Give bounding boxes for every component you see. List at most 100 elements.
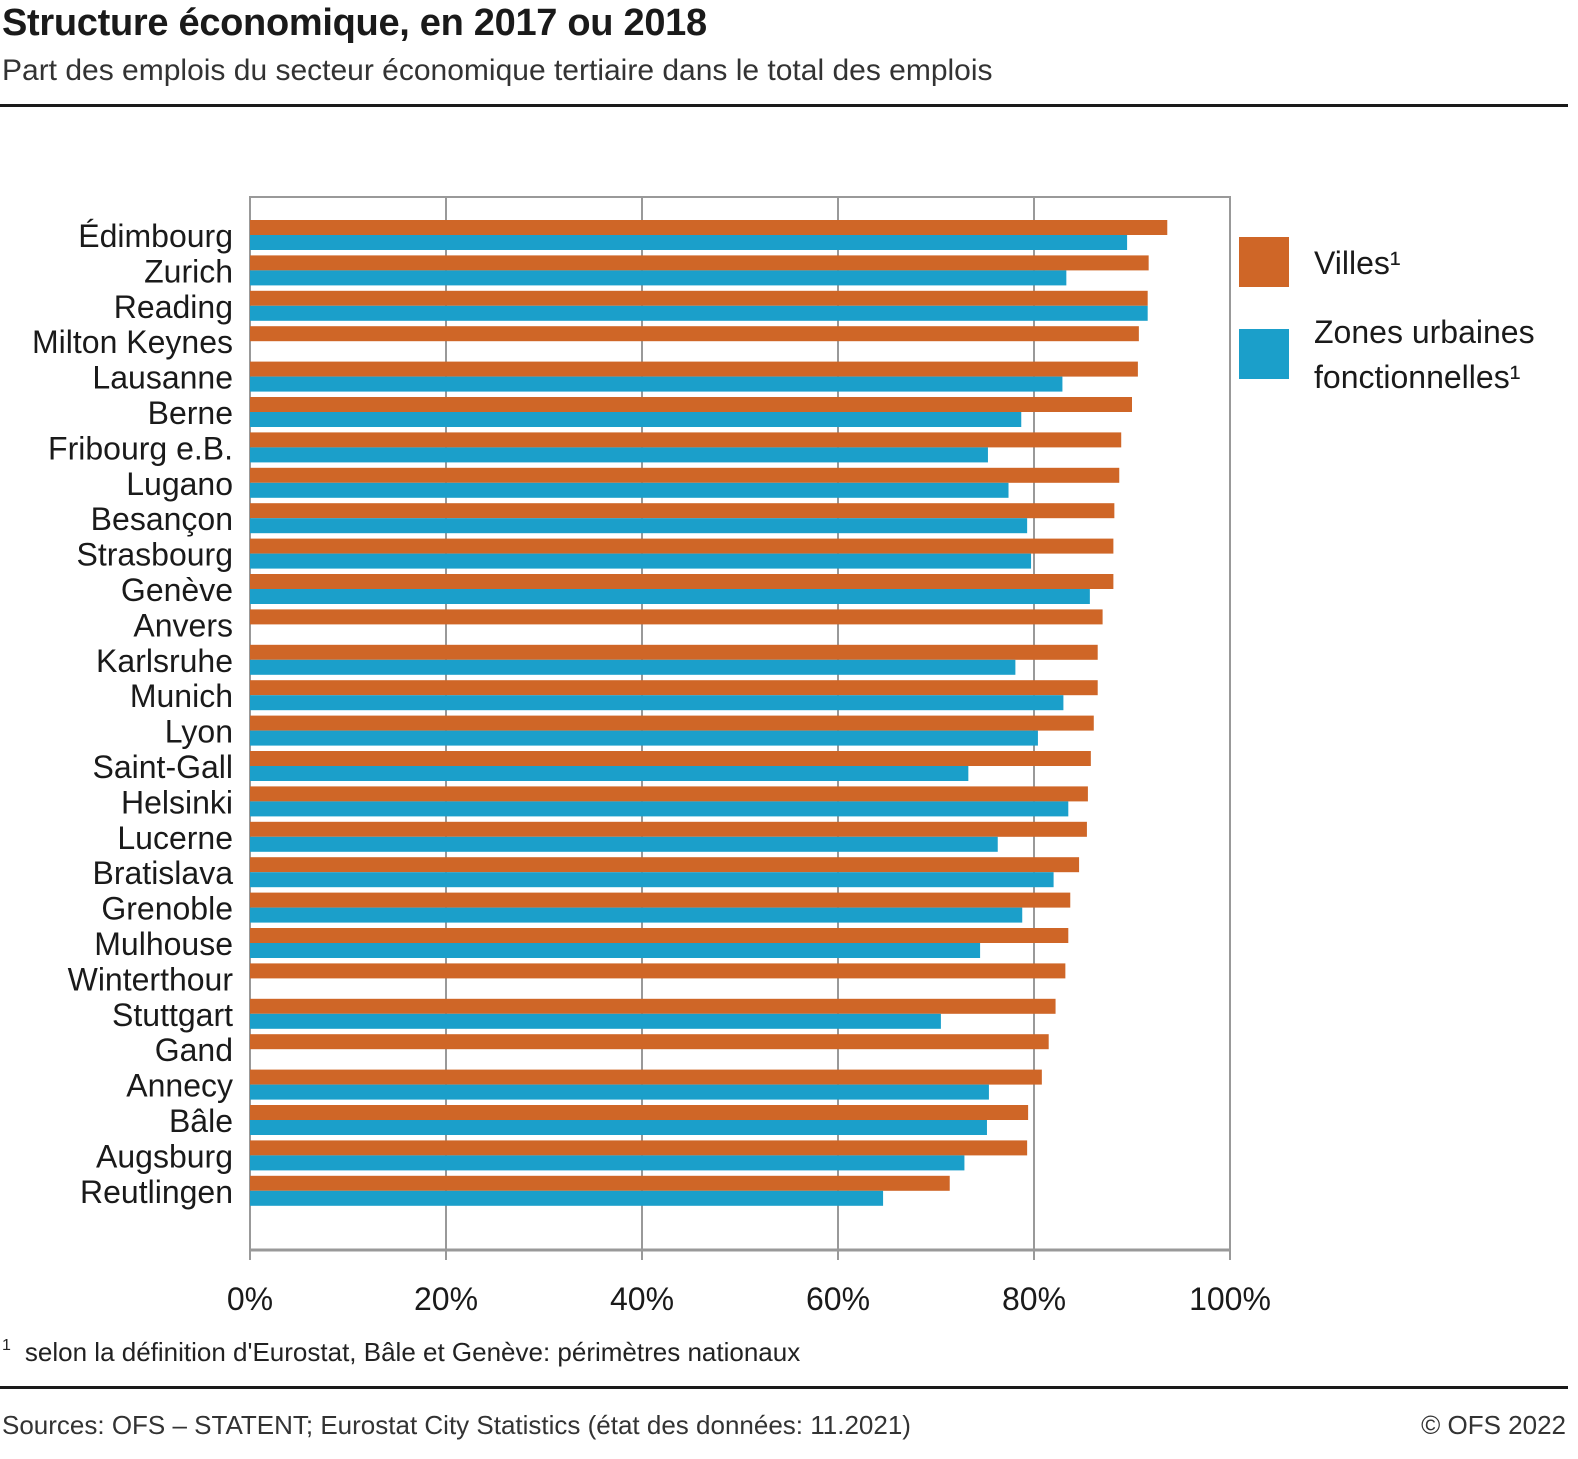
bar-zones — [250, 553, 1032, 569]
category-label: Grenoble — [101, 891, 233, 927]
bar-zones — [250, 1155, 965, 1171]
bar-villes — [250, 998, 1056, 1014]
category-label: Stuttgart — [112, 997, 233, 1033]
bottom-divider — [0, 1386, 1568, 1389]
category-label: Mulhouse — [94, 926, 233, 962]
bar-zones — [250, 447, 988, 463]
bar-zones — [250, 305, 1148, 321]
bar-villes — [250, 609, 1103, 625]
bar-villes — [250, 644, 1098, 660]
bar-villes — [250, 326, 1139, 342]
chart-title: Structure économique, en 2017 ou 2018 — [2, 2, 707, 44]
bar-villes — [250, 1105, 1029, 1120]
chart-subtitle: Part des emplois du secteur économique t… — [2, 54, 993, 87]
copyright: © OFS 2022 — [1421, 1410, 1566, 1440]
bar-zones — [250, 376, 1063, 392]
bar-villes — [250, 821, 1087, 837]
category-label: Besançon — [91, 501, 233, 537]
legend-swatch-zones — [1239, 329, 1289, 379]
bar-villes — [250, 290, 1148, 306]
category-label: Édimbourg — [78, 218, 233, 254]
bar-villes — [250, 751, 1091, 766]
x-tick-label: 80% — [1002, 1281, 1066, 1317]
legend-label-villes: Villes¹ — [1314, 245, 1401, 281]
bar-villes — [250, 786, 1088, 802]
x-tick-label: 20% — [414, 1281, 478, 1317]
category-label: Fribourg e.B. — [48, 430, 233, 466]
bar-villes — [250, 361, 1138, 377]
category-label: Strasbourg — [76, 537, 233, 573]
bar-zones — [250, 836, 998, 852]
category-label: Lyon — [165, 714, 233, 750]
bar-zones — [250, 235, 1128, 250]
category-label: Helsinki — [121, 784, 233, 820]
bar-villes — [250, 857, 1080, 873]
bar-villes — [250, 220, 1168, 235]
footnote-marker: 1 — [2, 1337, 11, 1354]
bar-villes — [250, 1140, 1028, 1156]
bar-zones — [250, 1013, 941, 1029]
category-label: Bratislava — [93, 855, 234, 891]
category-label: Lugano — [126, 466, 233, 502]
bar-villes — [250, 255, 1149, 271]
bar-villes — [250, 538, 1114, 554]
bar-zones — [250, 1190, 884, 1206]
bar-villes — [250, 963, 1066, 979]
bar-zones — [250, 872, 1054, 888]
category-label: Berne — [148, 395, 233, 431]
bar-zones — [250, 695, 1064, 711]
category-label: Munich — [130, 678, 233, 714]
bar-zones — [250, 730, 1038, 746]
category-label: Augsburg — [96, 1138, 233, 1174]
x-tick-label: 100% — [1189, 1281, 1271, 1317]
bar-zones — [250, 589, 1090, 604]
category-label: Bâle — [169, 1103, 233, 1139]
legend-label-zones-line1: Zones urbaines — [1314, 314, 1535, 350]
bar-villes — [250, 715, 1094, 731]
x-tick-labels: 0% 20% 40% 60% 80% 100% — [227, 1281, 1271, 1317]
legend-label-zones-line2: fonctionnelles¹ — [1314, 359, 1520, 395]
category-label: Karlsruhe — [96, 643, 233, 679]
category-label: Lausanne — [92, 360, 233, 396]
legend-swatch-villes — [1239, 237, 1289, 287]
bar-zones — [250, 1084, 989, 1100]
category-label: Zurich — [144, 253, 233, 289]
bar-villes — [250, 1034, 1049, 1050]
bar-villes — [250, 432, 1122, 448]
bar-villes — [250, 503, 1115, 519]
bar-zones — [250, 482, 1009, 498]
footnote: 1 selon la définition d'Eurostat, Bâle et… — [2, 1337, 800, 1368]
category-label: Reading — [114, 289, 233, 325]
bar-zones — [250, 943, 981, 958]
x-tick-label: 0% — [227, 1281, 273, 1317]
category-label: Genève — [121, 572, 233, 608]
bar-villes — [250, 1175, 950, 1191]
bar-zones — [250, 518, 1028, 534]
bar-zones — [250, 270, 1067, 286]
category-label: Lucerne — [117, 820, 233, 856]
bar-zones — [250, 766, 969, 781]
x-tick-label: 40% — [610, 1281, 674, 1317]
bar-villes — [250, 928, 1069, 943]
bar-villes — [250, 574, 1114, 589]
category-label: Reutlingen — [80, 1174, 233, 1210]
category-label: Annecy — [126, 1068, 233, 1104]
bar-zones — [250, 801, 1069, 817]
bar-villes — [250, 680, 1098, 696]
category-label: Saint-Gall — [93, 749, 234, 785]
bar-villes — [250, 397, 1132, 412]
bar-zones — [250, 1120, 987, 1135]
bar-villes — [250, 1069, 1042, 1085]
legend: Villes¹ Zones urbaines fonctionnelles¹ — [1239, 237, 1535, 395]
bar-zones — [250, 907, 1023, 923]
bar-villes — [250, 467, 1120, 483]
bar-zones — [250, 659, 1016, 675]
x-tick-label: 60% — [806, 1281, 870, 1317]
bars — [250, 220, 1168, 1206]
bar-zones — [250, 412, 1022, 427]
category-label: Anvers — [133, 607, 233, 643]
category-label: Milton Keynes — [32, 324, 233, 360]
category-label: Gand — [155, 1032, 233, 1068]
